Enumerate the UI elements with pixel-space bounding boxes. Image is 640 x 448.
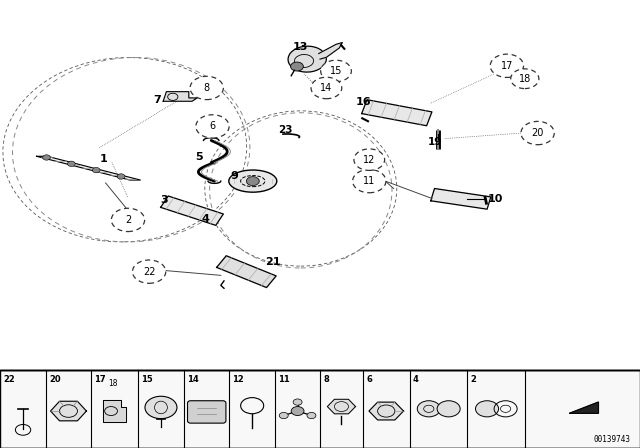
Circle shape: [196, 115, 229, 138]
Ellipse shape: [229, 170, 277, 192]
Text: 13: 13: [293, 42, 308, 52]
Circle shape: [291, 407, 304, 416]
Polygon shape: [163, 92, 197, 101]
Circle shape: [511, 69, 539, 89]
Text: 12: 12: [363, 155, 376, 165]
Text: 20: 20: [531, 128, 544, 138]
Circle shape: [353, 169, 386, 193]
Circle shape: [92, 168, 100, 173]
Circle shape: [490, 54, 524, 78]
Polygon shape: [369, 402, 404, 420]
Polygon shape: [161, 196, 223, 225]
Circle shape: [354, 149, 385, 170]
Text: 18: 18: [518, 74, 531, 84]
Circle shape: [279, 412, 288, 418]
Text: 14: 14: [188, 375, 199, 384]
Circle shape: [521, 121, 554, 145]
Circle shape: [132, 260, 166, 283]
Text: 19: 19: [428, 137, 442, 147]
Text: 17: 17: [94, 375, 106, 384]
Circle shape: [117, 174, 125, 179]
Text: 5: 5: [195, 152, 203, 162]
Text: 7: 7: [154, 95, 161, 105]
Text: 8: 8: [204, 83, 210, 93]
Text: 23: 23: [278, 125, 293, 135]
Text: 17: 17: [500, 61, 513, 71]
Polygon shape: [36, 156, 140, 180]
Text: 15: 15: [330, 66, 342, 76]
Circle shape: [68, 161, 76, 167]
Polygon shape: [570, 402, 598, 413]
Circle shape: [321, 60, 351, 82]
Polygon shape: [217, 256, 276, 288]
Circle shape: [417, 401, 440, 417]
Circle shape: [311, 77, 342, 99]
Text: 14: 14: [320, 83, 333, 93]
Text: 22: 22: [143, 267, 156, 277]
Text: 16: 16: [355, 97, 371, 108]
Circle shape: [190, 76, 223, 99]
Circle shape: [476, 401, 499, 417]
Text: 00139743: 00139743: [593, 435, 630, 444]
FancyBboxPatch shape: [188, 401, 226, 423]
Text: 10: 10: [488, 194, 503, 204]
Text: 22: 22: [3, 375, 15, 384]
Text: 2: 2: [125, 215, 131, 225]
Text: 9: 9: [230, 171, 238, 181]
Circle shape: [293, 399, 302, 405]
Text: 11: 11: [278, 375, 290, 384]
Text: 18: 18: [108, 379, 118, 388]
Polygon shape: [431, 189, 491, 209]
Text: 2: 2: [470, 375, 476, 384]
Circle shape: [437, 401, 460, 417]
Text: 20: 20: [49, 375, 61, 384]
Bar: [0, 370, 640, 448]
Text: 1: 1: [99, 154, 107, 164]
Circle shape: [111, 208, 145, 232]
Ellipse shape: [288, 46, 326, 72]
Text: 12: 12: [232, 375, 244, 384]
Text: 6: 6: [209, 121, 216, 131]
Text: 15: 15: [141, 375, 152, 384]
Text: 4: 4: [202, 214, 209, 224]
Text: 4: 4: [413, 375, 419, 384]
Polygon shape: [319, 43, 342, 59]
Polygon shape: [51, 401, 86, 421]
Circle shape: [246, 177, 259, 185]
Circle shape: [145, 396, 177, 418]
Polygon shape: [362, 100, 432, 126]
Text: 8: 8: [323, 375, 329, 384]
Polygon shape: [327, 399, 356, 414]
Circle shape: [307, 412, 316, 418]
Circle shape: [291, 62, 303, 71]
Text: 3: 3: [160, 194, 168, 205]
Text: 6: 6: [366, 375, 372, 384]
Text: 21: 21: [266, 257, 281, 267]
Polygon shape: [102, 400, 125, 422]
Text: 11: 11: [363, 176, 376, 186]
Circle shape: [43, 155, 51, 160]
